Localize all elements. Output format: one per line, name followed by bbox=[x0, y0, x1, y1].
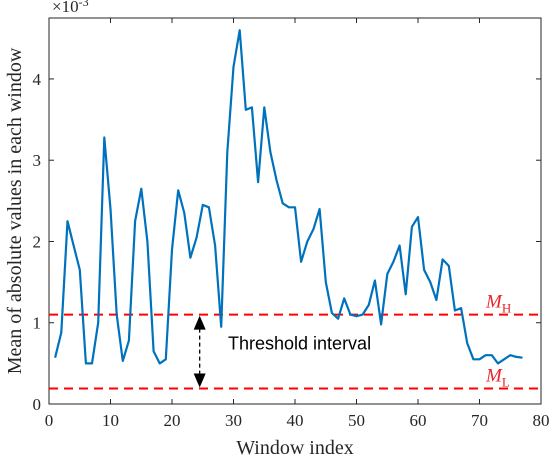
y-tick-label: 2 bbox=[33, 232, 42, 251]
x-tick-label: 10 bbox=[102, 411, 119, 430]
y-tick-label: 0 bbox=[33, 395, 42, 414]
x-tick-label: 50 bbox=[348, 411, 365, 430]
y-tick-label: 3 bbox=[33, 151, 42, 170]
annotation-text: Threshold interval bbox=[228, 334, 371, 354]
x-tick-label: 80 bbox=[533, 411, 550, 430]
annotation: Threshold interval bbox=[193, 315, 371, 388]
x-tick-label: 0 bbox=[45, 411, 54, 430]
x-tick-label: 30 bbox=[225, 411, 242, 430]
x-tick-label: 20 bbox=[164, 411, 181, 430]
y-tick-label: 4 bbox=[33, 70, 42, 89]
y-tick-label: 1 bbox=[33, 314, 42, 333]
x-tick-label: 60 bbox=[410, 411, 427, 430]
series bbox=[54, 29, 523, 365]
arrow-head-up bbox=[193, 315, 206, 330]
arrow-head-down bbox=[193, 373, 206, 388]
y-axis-label: Mean of absolute values in each window bbox=[4, 47, 26, 374]
y-exponent-power: -3 bbox=[79, 0, 89, 9]
reference-label-M_H: MH bbox=[485, 292, 511, 316]
ticks: 0 10 20 30 40 50 60 70 80 0 1 2 3 4 bbox=[33, 18, 550, 430]
x-axis-label: Window index bbox=[236, 437, 354, 459]
y-exponent-label: ×10-3 bbox=[52, 0, 89, 16]
x-tick-label: 40 bbox=[287, 411, 304, 430]
reference-label-M_L: ML bbox=[485, 366, 510, 390]
x-tick-label: 70 bbox=[471, 411, 488, 430]
series-line bbox=[54, 29, 523, 365]
